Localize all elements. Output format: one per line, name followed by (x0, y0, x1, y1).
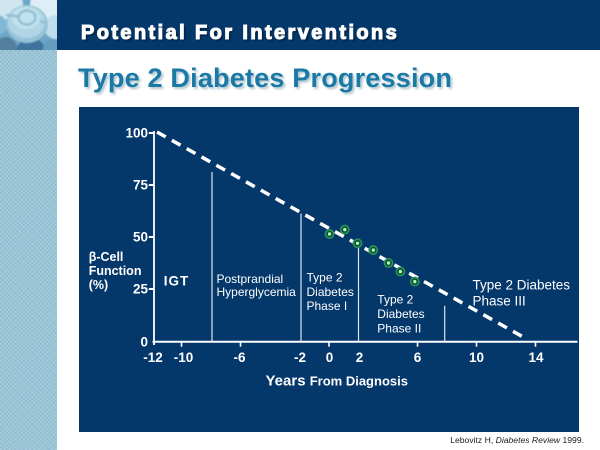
svg-text:-2: -2 (294, 350, 306, 365)
svg-text:0: 0 (326, 350, 334, 365)
svg-text:(%): (%) (89, 278, 108, 292)
svg-text:Years From Diagnosis: Years From Diagnosis (266, 373, 408, 390)
svg-text:-10: -10 (174, 350, 194, 365)
svg-text:0: 0 (140, 334, 148, 349)
svg-text:Diabetes: Diabetes (307, 285, 354, 299)
svg-text:Hyperglycemia: Hyperglycemia (217, 285, 297, 299)
svg-text:100: 100 (125, 126, 148, 141)
svg-text:75: 75 (133, 178, 149, 193)
svg-text:-12: -12 (143, 350, 163, 365)
svg-text:-6: -6 (233, 350, 245, 365)
svg-text:Phase I: Phase I (307, 299, 348, 313)
svg-text:Type 2: Type 2 (307, 271, 343, 285)
svg-text:50: 50 (133, 230, 148, 245)
svg-text:2: 2 (356, 350, 364, 365)
svg-text:β-Cell: β-Cell (89, 250, 124, 264)
svg-text:Postprandial: Postprandial (217, 272, 284, 286)
svg-text:Function: Function (89, 264, 142, 278)
svg-text:Type 2 Diabetes: Type 2 Diabetes (473, 277, 571, 292)
svg-text:25: 25 (133, 282, 149, 297)
svg-text:Phase II: Phase II (377, 322, 421, 336)
svg-text:Type 2: Type 2 (377, 293, 413, 307)
svg-text:IGT: IGT (164, 274, 190, 289)
svg-text:10: 10 (469, 350, 484, 365)
svg-text:Diabetes: Diabetes (377, 307, 424, 321)
svg-text:Phase III: Phase III (473, 293, 526, 308)
svg-text:6: 6 (414, 350, 422, 365)
svg-text:14: 14 (528, 350, 544, 365)
